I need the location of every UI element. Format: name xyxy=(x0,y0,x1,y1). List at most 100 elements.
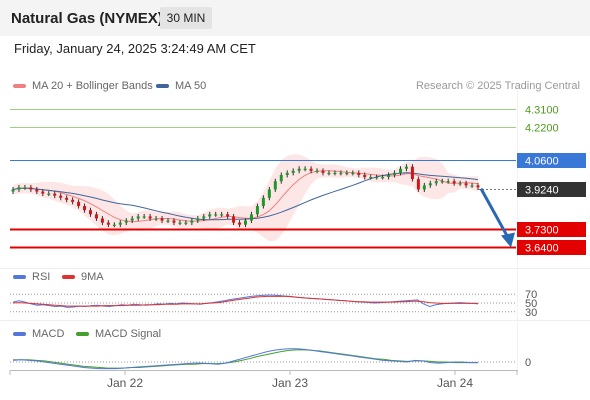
candle-body xyxy=(458,183,462,185)
candle-body xyxy=(130,218,134,221)
candle-body xyxy=(148,216,152,219)
timestamp: Friday, January 24, 2025 3:24:49 AM CET xyxy=(14,41,256,56)
candle-body xyxy=(363,174,367,178)
candle-body xyxy=(404,166,408,169)
candle-body xyxy=(339,172,343,175)
candle-body xyxy=(387,174,391,178)
candle-body xyxy=(428,183,432,186)
rsi-ma-line xyxy=(12,295,478,307)
candle-body xyxy=(220,214,224,216)
legend-rsi-ma: 9MA xyxy=(62,271,104,283)
price-tag-3.9240 xyxy=(517,182,586,197)
price-label-3.9240: 3.9240 xyxy=(525,185,559,197)
candle-body xyxy=(476,185,480,188)
instrument-title: Natural Gas (NYMEX) xyxy=(11,10,163,27)
price-label-4.2200: 4.2200 xyxy=(525,123,559,135)
ma20-swatch xyxy=(13,84,26,89)
candle-body xyxy=(77,201,81,207)
macd-signal-line xyxy=(13,349,478,369)
candle-body xyxy=(65,197,69,200)
legend-macd: MACD xyxy=(13,328,64,340)
candle-body xyxy=(226,214,230,217)
macd-zero-label: 0 xyxy=(525,357,531,369)
forecast-arrow-head xyxy=(501,232,515,248)
candle-body xyxy=(255,206,259,215)
candle-body xyxy=(393,172,397,175)
candle-body xyxy=(416,179,420,190)
candle-body xyxy=(106,222,110,225)
candle-body xyxy=(59,195,63,198)
candle-body xyxy=(238,222,242,225)
macd-signal-swatch xyxy=(76,332,89,337)
candle-body xyxy=(375,177,379,179)
legend-ma50: MA 50 xyxy=(156,80,206,92)
price-label-3.6400: 3.6400 xyxy=(525,243,559,255)
ma50-swatch xyxy=(156,84,169,89)
ma50-legend-label: MA 50 xyxy=(175,80,207,92)
candle-body xyxy=(244,220,247,225)
candle-body xyxy=(17,187,21,190)
candle-body xyxy=(160,218,164,221)
candle-body xyxy=(35,189,39,192)
ma20-legend-label: MA 20 + Bollinger Bands xyxy=(32,80,153,92)
candle-body xyxy=(178,222,182,224)
candle-body xyxy=(142,216,146,218)
candle-body xyxy=(249,214,253,221)
candle-body xyxy=(410,166,414,180)
price-label-4.3100: 4.3100 xyxy=(525,105,559,117)
candle-body xyxy=(321,170,325,173)
rsi-level-label-50: 50 xyxy=(525,298,537,310)
candle-body xyxy=(273,181,277,190)
timeframe-badge[interactable]: 30 MIN xyxy=(160,7,212,29)
candle-body xyxy=(112,224,116,226)
candle-body xyxy=(196,218,200,221)
candle-body xyxy=(315,170,319,173)
candle-body xyxy=(267,189,271,198)
candle-body xyxy=(136,216,140,219)
candle-body xyxy=(291,170,295,173)
candle-body xyxy=(327,172,331,175)
price-tag-3.6400 xyxy=(517,240,586,255)
candle-body xyxy=(154,218,158,220)
candle-body xyxy=(434,181,438,184)
candle-body xyxy=(29,187,33,190)
rsi-level-label-70: 70 xyxy=(525,289,537,301)
candle-body xyxy=(208,214,212,217)
candle-body xyxy=(464,183,468,186)
candle-body xyxy=(184,222,188,224)
legend-ma20: MA 20 + Bollinger Bands xyxy=(13,80,153,92)
candle-body xyxy=(446,181,450,183)
candle-body xyxy=(285,172,289,175)
candle-body xyxy=(118,222,122,225)
candle-body xyxy=(279,174,283,182)
candle-body xyxy=(214,214,218,216)
candle-body xyxy=(202,216,206,219)
candle-body xyxy=(124,220,128,223)
macd-legend-label: MACD xyxy=(32,328,65,340)
price-label-4.0600: 4.0600 xyxy=(525,156,559,168)
candle-body xyxy=(345,172,349,175)
candle-body xyxy=(53,193,57,196)
candle-body xyxy=(351,172,355,175)
candle-body xyxy=(11,189,15,192)
legend-macd-signal: MACD Signal xyxy=(76,328,161,340)
candle-body xyxy=(452,181,456,184)
candle-body xyxy=(71,199,75,202)
rsi-ma-legend-label: 9MA xyxy=(81,271,104,283)
macd-swatch xyxy=(13,332,26,337)
candle-body xyxy=(41,191,45,194)
candle-body xyxy=(333,172,337,175)
candle-body xyxy=(47,193,51,195)
candle-body xyxy=(100,218,104,223)
x-tick-label-1: Jan 23 xyxy=(272,376,308,390)
candle-body xyxy=(357,172,361,175)
candle-body xyxy=(303,168,307,170)
candle-body xyxy=(309,168,313,171)
candle-body xyxy=(470,185,474,187)
candle-body xyxy=(381,177,385,179)
candle-body xyxy=(422,185,426,190)
rsi-swatch xyxy=(13,275,26,280)
candle-body xyxy=(261,197,265,207)
rsi-level-label-30: 30 xyxy=(525,307,537,319)
